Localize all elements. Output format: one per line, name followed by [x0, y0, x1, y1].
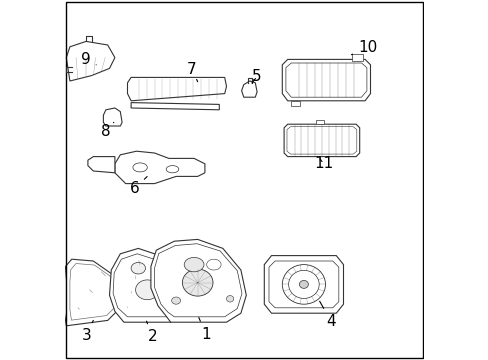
Text: 3: 3: [82, 320, 93, 343]
Polygon shape: [285, 63, 366, 97]
Polygon shape: [154, 244, 242, 317]
Ellipse shape: [182, 269, 213, 296]
Polygon shape: [70, 264, 116, 320]
Text: 6: 6: [129, 176, 147, 196]
Text: 8: 8: [101, 122, 114, 139]
Text: 1: 1: [199, 318, 210, 342]
Ellipse shape: [288, 270, 319, 298]
Polygon shape: [66, 41, 115, 81]
Bar: [291, 101, 300, 106]
Text: 11: 11: [313, 156, 333, 171]
Polygon shape: [264, 256, 343, 313]
Ellipse shape: [299, 280, 308, 288]
Polygon shape: [103, 108, 122, 126]
Text: 7: 7: [186, 62, 197, 82]
Polygon shape: [241, 81, 257, 97]
Text: 5: 5: [251, 69, 262, 84]
Ellipse shape: [282, 265, 325, 304]
Ellipse shape: [226, 296, 233, 302]
Polygon shape: [127, 77, 226, 101]
Polygon shape: [113, 254, 179, 317]
Ellipse shape: [133, 163, 147, 172]
Polygon shape: [115, 151, 204, 184]
Bar: [352, 54, 363, 61]
Polygon shape: [286, 127, 356, 154]
Ellipse shape: [184, 257, 203, 272]
Text: 4: 4: [319, 301, 335, 329]
Text: 9: 9: [81, 51, 96, 67]
Ellipse shape: [166, 166, 179, 173]
Ellipse shape: [206, 259, 221, 270]
Text: 2: 2: [146, 321, 157, 344]
Polygon shape: [282, 59, 370, 101]
Polygon shape: [268, 261, 338, 308]
Polygon shape: [109, 248, 185, 322]
Polygon shape: [88, 157, 115, 173]
Polygon shape: [151, 239, 246, 322]
Ellipse shape: [135, 280, 159, 300]
Ellipse shape: [171, 297, 180, 304]
Ellipse shape: [131, 262, 145, 274]
Polygon shape: [131, 103, 219, 110]
Bar: [316, 120, 323, 124]
Text: 10: 10: [351, 40, 376, 55]
Polygon shape: [64, 259, 118, 326]
Polygon shape: [284, 124, 359, 157]
